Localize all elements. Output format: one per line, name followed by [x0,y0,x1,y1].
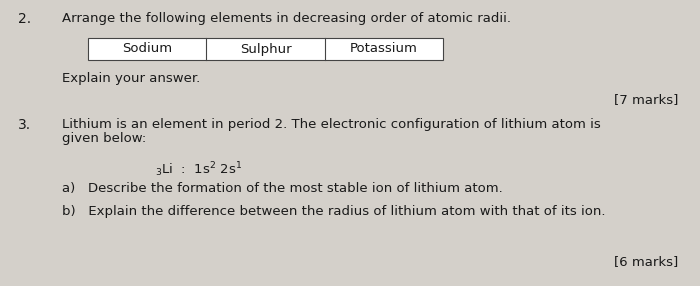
Text: [7 marks]: [7 marks] [614,93,678,106]
Text: a)   Describe the formation of the most stable ion of lithium atom.: a) Describe the formation of the most st… [62,182,503,195]
Text: Lithium is an element in period 2. The electronic configuration of lithium atom : Lithium is an element in period 2. The e… [62,118,601,131]
Text: Sulphur: Sulphur [239,43,291,55]
Text: Explain your answer.: Explain your answer. [62,72,200,85]
Text: 3.: 3. [18,118,31,132]
Text: Arrange the following elements in decreasing order of atomic radii.: Arrange the following elements in decrea… [62,12,511,25]
Text: Potassium: Potassium [350,43,418,55]
Bar [88,38,443,60]
Text: $_3$Li  :  1s$^2$ 2s$^1$: $_3$Li : 1s$^2$ 2s$^1$ [155,160,242,179]
Text: b)   Explain the difference between the radius of lithium atom with that of its : b) Explain the difference between the ra… [62,205,606,218]
Text: 2.: 2. [18,12,31,26]
Text: given below:: given below: [62,132,146,145]
Text: [6 marks]: [6 marks] [614,255,678,268]
Text: Sodium: Sodium [122,43,172,55]
